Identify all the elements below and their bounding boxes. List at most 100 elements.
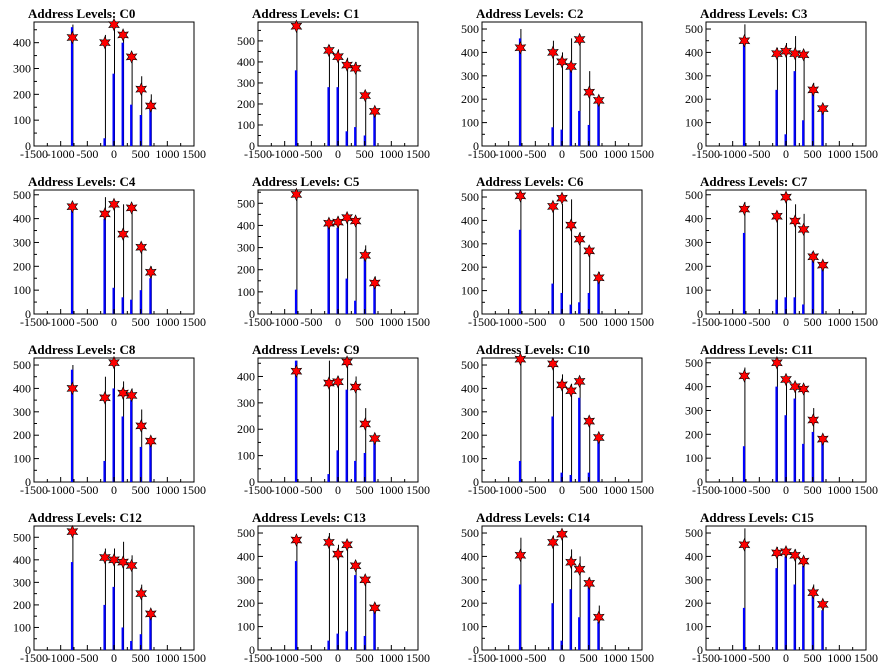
- x-tick-label: -1500: [692, 315, 720, 329]
- blue-bar: [597, 99, 600, 146]
- peak-marker: [556, 527, 568, 541]
- peak-marker: [125, 558, 138, 573]
- x-tick-label: -500: [300, 483, 322, 497]
- blue-bar: [70, 562, 74, 650]
- y-tick-label: 400: [461, 549, 479, 563]
- blue-bar: [821, 266, 824, 314]
- x-tick-label: -500: [748, 147, 770, 161]
- blue-bar: [121, 627, 124, 650]
- blue-bar: [363, 635, 366, 650]
- y-tick-label: 300: [461, 69, 479, 83]
- x-tick-label: -1000: [271, 147, 299, 161]
- peak-marker: [290, 533, 303, 547]
- peak-marker: [332, 49, 344, 64]
- blue-bar: [578, 617, 581, 650]
- x-tick-label: 0: [559, 651, 565, 665]
- x-tick-label: -500: [748, 483, 770, 497]
- blue-bar: [373, 280, 376, 314]
- blue-bar: [784, 415, 787, 482]
- x-tick-label: -500: [76, 315, 98, 329]
- peak-marker: [323, 535, 335, 550]
- x-tick-label: -1000: [719, 483, 747, 497]
- x-tick-label: -1000: [271, 483, 299, 497]
- blue-bar: [294, 70, 298, 146]
- blue-bar: [70, 204, 74, 314]
- blue-bar: [569, 589, 572, 650]
- x-tick-label: 500: [580, 315, 598, 329]
- y-tick-label: 500: [685, 188, 703, 202]
- y-tick-label: 500: [461, 358, 479, 372]
- y-tick-label: 200: [685, 596, 703, 610]
- peak-marker: [135, 82, 148, 96]
- x-tick-label: 500: [804, 147, 822, 161]
- peak-marker: [341, 355, 353, 369]
- peak-marker: [108, 355, 120, 370]
- y-tick-label: 400: [237, 218, 255, 232]
- blue-bar: [112, 73, 115, 146]
- blue-bar: [802, 565, 805, 650]
- blue-bar: [560, 292, 563, 314]
- peak-marker: [797, 222, 810, 237]
- blue-bar: [139, 634, 142, 650]
- blue-bar: [112, 586, 115, 650]
- peak-marker: [573, 374, 586, 389]
- blue-bar: [569, 304, 572, 314]
- peak-marker: [359, 88, 372, 103]
- histogram-panel-0: Address Levels: C0 0 100 200 300 400 -1500-100…: [13, 6, 206, 161]
- y-tick-label: 100: [685, 283, 703, 297]
- peak-marker: [771, 356, 783, 370]
- panel-title: Address Levels: C1: [252, 6, 359, 21]
- y-tick-label: 200: [461, 596, 479, 610]
- histogram-panel-1: Address Levels: C10100200300400500-1500-…: [237, 6, 430, 161]
- y-tick-label: 300: [13, 575, 31, 589]
- x-tick-label: -500: [524, 147, 546, 161]
- peak-marker: [771, 46, 783, 61]
- blue-bar: [597, 437, 600, 482]
- blue-bar: [775, 299, 778, 314]
- y-tick-label: 400: [237, 549, 255, 563]
- y-tick-label: 0: [25, 475, 31, 489]
- x-tick-label: -1000: [47, 147, 75, 161]
- y-tick-label: 300: [13, 62, 31, 76]
- blue-bar: [121, 297, 124, 314]
- blue-bar: [811, 92, 814, 146]
- blue-bar: [821, 106, 824, 146]
- peak-marker: [797, 554, 810, 568]
- blue-bar: [345, 631, 348, 650]
- peak-marker: [807, 250, 820, 264]
- x-tick-label: -1500: [692, 651, 720, 665]
- x-tick-label: 1500: [854, 651, 878, 665]
- y-tick-label: 400: [461, 213, 479, 227]
- panel-title: Address Levels: C3: [700, 6, 808, 21]
- y-tick-label: 100: [13, 620, 31, 634]
- peak-marker: [816, 597, 829, 612]
- peak-marker: [771, 209, 783, 223]
- x-tick-label: -1500: [20, 483, 48, 497]
- blue-bar: [363, 452, 366, 482]
- peak-marker: [565, 384, 577, 398]
- blue-bar: [345, 278, 348, 314]
- peak-marker: [780, 190, 792, 204]
- panel-title: Address Levels: C2: [476, 6, 583, 21]
- x-tick-label: 1000: [379, 147, 403, 161]
- x-tick-label: -1000: [271, 315, 299, 329]
- blue-bar: [587, 586, 590, 650]
- blue-bar: [327, 223, 330, 314]
- x-tick-label: 0: [335, 147, 341, 161]
- x-tick-label: 0: [335, 315, 341, 329]
- y-tick-label: 100: [685, 116, 703, 130]
- blue-bar: [551, 127, 554, 146]
- y-tick-label: 500: [461, 22, 479, 36]
- peak-marker: [117, 28, 129, 42]
- blue-bar: [802, 443, 805, 482]
- x-tick-label: 1500: [406, 147, 430, 161]
- x-tick-label: 500: [356, 147, 374, 161]
- y-tick-label: 0: [473, 139, 479, 153]
- x-tick-label: 1500: [630, 651, 654, 665]
- peak-marker: [573, 232, 586, 246]
- blue-bar: [363, 135, 366, 146]
- blue-bar: [149, 611, 152, 650]
- blue-bar: [103, 604, 106, 650]
- y-tick-label: 200: [237, 97, 255, 111]
- blue-bar: [597, 281, 600, 314]
